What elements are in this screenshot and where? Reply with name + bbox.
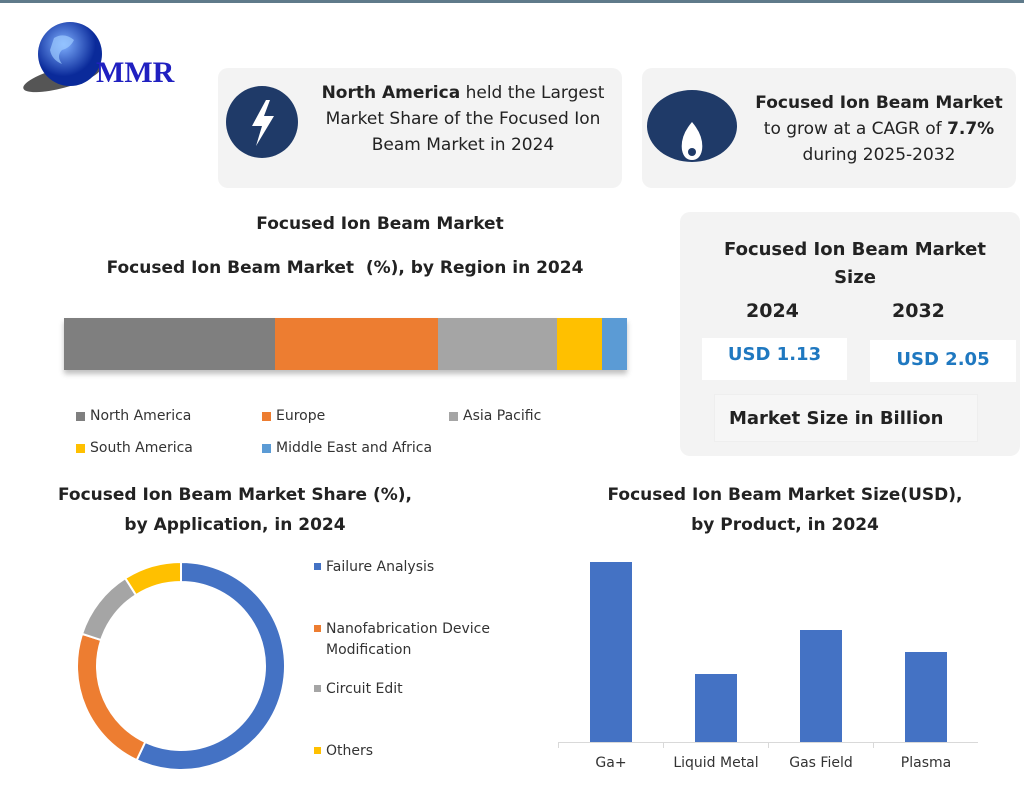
card2-title: Focused Ion Beam Market (755, 93, 1003, 113)
product-chart-title-2: by Product, in 2024 (691, 515, 879, 535)
card1-line2: Market Share of the Focused Ion (325, 109, 601, 129)
highlight-region: North America (321, 83, 461, 103)
size-unit-note: Market Size in Billion (714, 394, 978, 442)
legend-label: Europe (276, 408, 326, 424)
bar-ga- (590, 561, 632, 742)
legend-swatch (262, 411, 271, 421)
card1-text: held the Largest (460, 83, 605, 103)
application-donut-chart (76, 560, 286, 771)
region-segment-middle-east-and-africa (601, 318, 627, 370)
tick-mark (558, 742, 559, 748)
legend-label: Failure Analysis (326, 559, 435, 575)
legend-label: Middle East and Africa (276, 440, 433, 456)
tick-mark (768, 742, 769, 748)
bar-plasma (905, 652, 947, 742)
donut-slice-others (123, 560, 182, 597)
application-chart-title: Focused Ion Beam Market Share (%), (57, 485, 412, 505)
tick-mark (873, 742, 874, 748)
x-tick-label: Ga+ (595, 755, 627, 771)
year-2032: 2032 (892, 300, 945, 322)
legend-swatch (314, 625, 321, 632)
legend-label: Circuit Edit (326, 681, 403, 697)
card2-line3: during 2025-2032 (802, 145, 956, 165)
region-segment-north-america (64, 318, 276, 370)
legend-item: Nanofabrication Device Modification (314, 619, 490, 661)
legend-label: Others (326, 743, 374, 759)
legend-swatch (314, 747, 321, 754)
x-tick-label: Gas Field (789, 755, 853, 771)
x-tick-label: Liquid Metal (673, 755, 759, 771)
legend-label-2: Modification (326, 642, 412, 658)
legend-item: Failure Analysis (314, 557, 434, 578)
lightning-icon (226, 86, 298, 158)
donut-slice-failure-analysis (135, 560, 286, 771)
card1-line3: Beam Market in 2024 (371, 135, 555, 155)
legend-item: Others (314, 741, 373, 762)
size-title-2: Size (834, 267, 876, 288)
tick-mark (663, 742, 664, 748)
market-size-panel: Focused Ion Beam Market Size 2024 2032 U… (680, 212, 1020, 456)
donut-slice-nanofabrication-device (76, 632, 147, 762)
mmr-logo: MMR (12, 18, 212, 98)
flame-icon (647, 90, 737, 162)
region-stacked-bar (64, 318, 627, 370)
legend-item: Europe (262, 408, 325, 424)
legend-swatch (76, 443, 85, 453)
cagr-value: 7.7% (947, 119, 995, 139)
legend-swatch (76, 411, 85, 421)
region-segment-europe (275, 318, 439, 370)
application-chart-title-2: by Application, in 2024 (124, 515, 346, 535)
legend-label: North America (90, 408, 192, 424)
value-2024: USD 1.13 (702, 338, 847, 380)
donut-slice-circuit-edit (80, 576, 138, 642)
product-chart-title: Focused Ion Beam Market Size(USD), (607, 485, 963, 505)
legend-swatch (314, 685, 321, 692)
legend-label: Asia Pacific (463, 408, 542, 424)
legend-item: South America (76, 440, 193, 456)
year-2024: 2024 (746, 300, 799, 322)
legend-item: Middle East and Africa (262, 440, 432, 456)
bar-gas-field (800, 630, 842, 742)
region-segment-asia-pacific (438, 318, 557, 370)
card2-text: to grow at a CAGR of (763, 119, 948, 139)
x-tick-label: Plasma (900, 755, 952, 771)
legend-swatch (262, 443, 271, 453)
cagr-card: Focused Ion Beam Market to grow at a CAG… (642, 68, 1016, 188)
legend-swatch (314, 563, 321, 570)
bar-liquid-metal (695, 674, 737, 742)
region-chart-title: Focused Ion Beam Market (256, 214, 504, 234)
size-title: Focused Ion Beam Market (724, 239, 986, 260)
globe-icon (23, 22, 102, 93)
top-border (0, 0, 1024, 3)
region-chart-subtitle: Focused Ion Beam Market (%), by Region i… (106, 258, 584, 278)
legend-item: North America (76, 408, 191, 424)
region-segment-south-america (556, 318, 602, 370)
legend-item: Circuit Edit (314, 679, 403, 700)
legend-swatch (449, 411, 458, 421)
logo-text: MMR (96, 56, 175, 89)
value-2032: USD 2.05 (870, 340, 1016, 382)
legend-label: Nanofabrication Device (326, 621, 490, 637)
legend-label: South America (90, 440, 193, 456)
north-america-card: North America held the Largest Market Sh… (218, 68, 622, 188)
legend-item: Asia Pacific (449, 408, 541, 424)
